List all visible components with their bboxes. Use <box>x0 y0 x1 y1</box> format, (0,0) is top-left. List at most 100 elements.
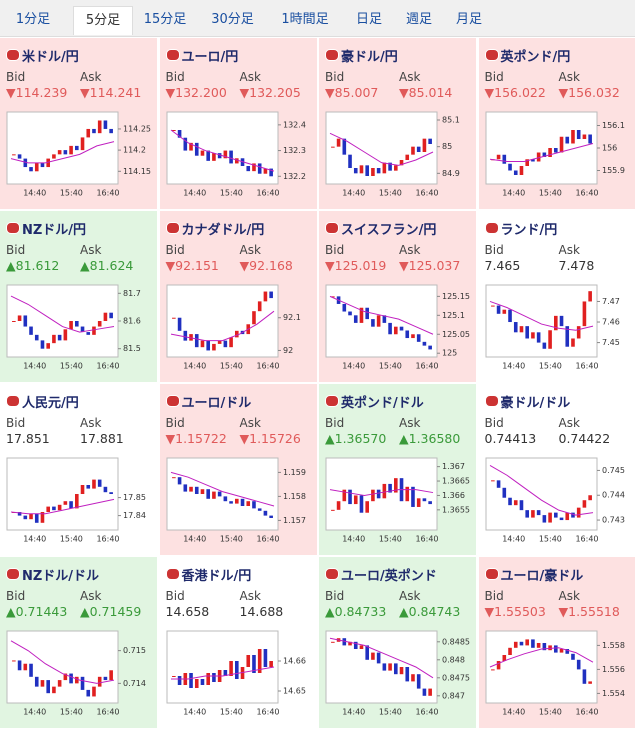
candle <box>29 167 33 172</box>
y-tick-label: 85.1 <box>442 116 460 125</box>
bid-value: ▲1.36570 <box>325 431 387 446</box>
rate-tile[interactable]: 英ポンド/円 Bid Ask ▼156.022 ▼156.032 155.9 156 156.… <box>478 38 635 209</box>
x-tick-label: 15:40 <box>60 708 83 717</box>
tab[interactable]: 1時間足 <box>281 12 329 27</box>
candle <box>428 138 432 144</box>
moving-average <box>489 465 593 516</box>
ask-value: 0.74422 <box>558 431 611 446</box>
x-tick-label: 15:40 <box>379 535 402 544</box>
candle <box>183 137 187 151</box>
candle <box>507 497 512 506</box>
candle <box>251 655 256 673</box>
tab[interactable]: 月足 <box>455 12 482 27</box>
rate-tile[interactable]: 豪ドル/円 Bid Ask ▼85.007 ▼85.014 84.9 85 85.1 14:40… <box>319 38 476 209</box>
candle <box>582 134 586 139</box>
x-tick-label: 14:40 <box>183 535 206 544</box>
y-tick-label: 92.1 <box>283 313 301 322</box>
candle <box>365 307 369 320</box>
x-tick-label: 14:40 <box>183 189 206 198</box>
candle <box>29 663 33 677</box>
candle <box>23 515 28 520</box>
candle <box>513 500 518 506</box>
candle <box>194 142 199 156</box>
rate-tile[interactable]: 豪ドル/ドル Bid Ask 0.74413 0.74422 0.743 0.744 0.74… <box>478 384 635 555</box>
candle <box>564 326 569 347</box>
rate-tile[interactable]: ユーロ/円 Bid Ask ▼132.200 ▼132.205 132.2 132.3 132… <box>159 38 317 209</box>
x-tick-label: 15:40 <box>219 189 242 198</box>
candle <box>92 326 96 335</box>
candle <box>342 303 347 312</box>
bid-label: Bid <box>165 589 185 603</box>
rate-tile[interactable]: 人民元/円 Bid Ask 17.851 17.881 17.84 17.85 14:40 15… <box>0 384 157 555</box>
rate-tile[interactable]: 米ドル/円 Bid Ask ▼114.239 ▼114.241 114.15 114.2 11… <box>0 38 157 209</box>
candle <box>587 681 592 684</box>
x-tick-label: 14:40 <box>342 535 365 544</box>
bid-label: Bid <box>325 589 345 603</box>
candle <box>245 501 250 506</box>
candle <box>376 315 381 327</box>
y-tick-label: 0.715 <box>123 646 146 655</box>
rate-tile[interactable]: スイスフラン/円 Bid Ask ▼125.019 ▼125.037 125 125.05 1… <box>319 211 476 382</box>
candle <box>63 329 68 341</box>
moving-average <box>170 471 274 507</box>
flag-icon <box>325 395 339 407</box>
candle <box>109 312 113 319</box>
candle <box>553 315 558 331</box>
x-tick-label: 15:40 <box>538 362 561 371</box>
rate-tile[interactable]: 香港ドル/円 Bid Ask 14.658 14.688 14.65 14.66 14:40 1… <box>159 557 317 728</box>
tab[interactable]: 1分足 <box>15 12 51 27</box>
tab[interactable]: 15分足 <box>143 12 187 27</box>
candle <box>52 506 56 511</box>
tab[interactable]: 週足 <box>405 12 432 27</box>
tab[interactable]: 5分足 <box>73 6 133 35</box>
candle <box>348 489 352 505</box>
candle <box>92 479 96 489</box>
candle <box>29 513 33 520</box>
pair-title: ユーロ/円 <box>181 50 239 65</box>
flag-icon <box>165 222 180 234</box>
candle <box>46 680 50 694</box>
ask-label: Ask <box>558 589 580 603</box>
moving-average <box>489 300 593 331</box>
candle <box>228 337 233 348</box>
ask-label: Ask <box>80 416 102 430</box>
candle <box>496 661 500 670</box>
candle <box>547 512 552 523</box>
candle <box>564 649 569 654</box>
bid-label: Bid <box>484 243 504 257</box>
ask-label: Ask <box>80 70 102 84</box>
rate-tile[interactable]: ユーロ/ドル Bid Ask ▼1.15722 ▼1.15726 1.157 1.158 1.… <box>159 384 317 555</box>
rate-tile[interactable]: ユーロ/豪ドル Bid Ask ▼1.55503 ▼1.55518 1.554 1.556 1… <box>478 557 635 728</box>
tab[interactable]: 日足 <box>355 12 382 27</box>
ask-label: Ask <box>399 416 421 430</box>
candle <box>559 315 563 327</box>
candle <box>268 291 273 299</box>
candle <box>263 291 267 302</box>
candle <box>257 649 261 673</box>
rate-tile[interactable]: ユーロ/英ポンド Bid Ask ▲0.84733 ▲0.84743 0.847 0.847… <box>319 557 476 728</box>
candle <box>388 483 392 493</box>
moving-average <box>10 498 115 515</box>
candle <box>542 643 546 651</box>
candle <box>405 154 410 160</box>
candle <box>63 501 68 505</box>
candle <box>194 486 199 494</box>
candle <box>263 168 267 174</box>
candle <box>200 489 204 494</box>
candle <box>188 673 193 688</box>
rate-tile[interactable]: カナダドル/円 Bid Ask ▼92.151 ▼92.168 92 92.1 14:40 15… <box>159 211 317 382</box>
tab[interactable]: 30分足 <box>211 12 254 27</box>
candle <box>416 334 421 342</box>
rate-tile[interactable]: 英ポンド/ドル Bid Ask ▲1.36570 ▲1.36580 1.3655 1.366… <box>319 384 476 555</box>
rate-tile[interactable]: NZドル/円 Bid Ask ▲81.612 ▲81.624 81.5 81.6 81.7 14… <box>0 211 157 382</box>
rate-tile[interactable]: ランド/円 Bid Ask 7.465 7.478 7.45 7.46 7.47 14:40 15… <box>478 211 635 382</box>
x-tick-label: 14:40 <box>183 362 206 371</box>
candle <box>177 477 181 485</box>
x-tick-label: 16:40 <box>415 535 438 544</box>
candle <box>177 676 181 685</box>
bid-label: Bid <box>6 416 26 430</box>
y-tick-label: 1.159 <box>283 468 306 477</box>
bid-label: Bid <box>165 70 185 84</box>
candle <box>382 162 387 174</box>
rate-tile[interactable]: NZドル/ドル Bid Ask ▲0.71443 ▲0.71459 0.714 0.715 1… <box>0 557 157 728</box>
